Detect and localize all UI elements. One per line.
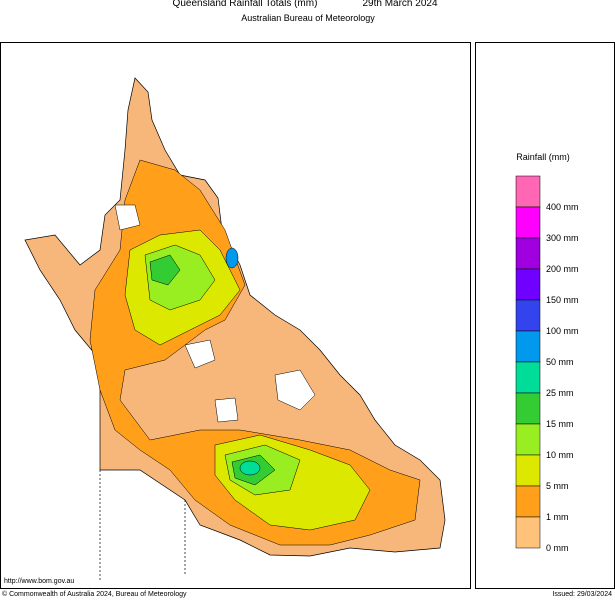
legend-swatch — [515, 454, 541, 487]
legend-label: 5 mm — [546, 481, 569, 491]
legend: 400 mm 300 mm 200 mm 150 mm 100 mm 50 mm 25 mm… — [515, 175, 579, 553]
legend-swatch — [515, 516, 541, 549]
subtitle: Australian Bureau of Meteorology — [241, 13, 375, 23]
map — [24, 77, 446, 580]
legend-swatch — [515, 237, 541, 270]
legend-swatch — [515, 268, 541, 301]
rain-zone-blue — [225, 247, 239, 269]
footer-url: http://www.bom.gov.au — [4, 578, 74, 585]
footer-issued: Issued: 29/03/2024 — [552, 591, 612, 598]
dry-zone — [184, 339, 216, 369]
legend-swatch — [515, 330, 541, 363]
footer-copyright: © Commonwealth of Australia 2024, Bureau… — [2, 590, 187, 598]
dry-zone — [214, 397, 239, 423]
dry-zone — [274, 369, 316, 411]
legend-swatch — [515, 361, 541, 394]
legend-label: 10 mm — [546, 450, 574, 460]
legend-frame — [475, 42, 615, 589]
legend-label: 300 mm — [546, 233, 579, 243]
rain-zone-green — [149, 254, 181, 286]
legend-swatch — [515, 299, 541, 332]
legend-label: 100 mm — [546, 326, 579, 336]
dry-zone — [114, 204, 141, 231]
state-border — [99, 470, 186, 580]
date: 29th March 2024 — [362, 0, 437, 9]
legend-swatch — [515, 206, 541, 239]
legend-label: 25 mm — [546, 388, 574, 398]
legend-swatch — [515, 175, 541, 208]
legend-swatch — [515, 485, 541, 518]
legend-swatch — [515, 392, 541, 425]
legend-label: 200 mm — [546, 264, 579, 274]
legend-label: 50 mm — [546, 357, 574, 367]
legend-label: 150 mm — [546, 295, 579, 305]
legend-label: 1 mm — [546, 512, 569, 522]
rain-zone-teal — [239, 460, 261, 476]
legend-title: Rainfall (mm) — [516, 152, 570, 162]
legend-label: 0 mm — [546, 543, 569, 553]
legend-swatch — [515, 423, 541, 456]
legend-label: 400 mm — [546, 202, 579, 212]
legend-label: 15 mm — [546, 419, 574, 429]
title: Queensland Rainfall Totals (mm) — [173, 0, 318, 9]
